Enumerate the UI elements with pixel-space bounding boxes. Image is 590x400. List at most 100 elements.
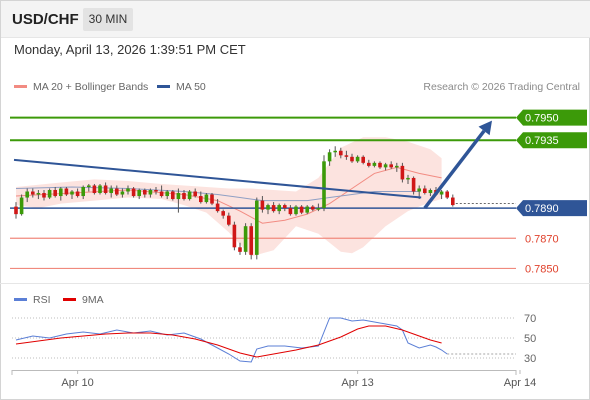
candle-body bbox=[400, 165, 405, 180]
legend-9ma-label: 9MA bbox=[82, 294, 104, 306]
candle-body bbox=[98, 185, 102, 194]
candle-body bbox=[367, 162, 371, 166]
candle-body bbox=[227, 215, 231, 225]
candle-body bbox=[154, 190, 158, 192]
candle-body bbox=[327, 152, 332, 162]
candle-body bbox=[417, 188, 421, 192]
candle-body bbox=[159, 191, 164, 197]
x-tick-label: Apr 10 bbox=[61, 377, 93, 389]
legend-rsi: RSI bbox=[14, 294, 51, 306]
candle-body bbox=[260, 200, 265, 210]
candle-body bbox=[42, 193, 46, 198]
candle-body bbox=[288, 208, 293, 215]
candle-body bbox=[199, 196, 203, 203]
candle-body bbox=[137, 190, 141, 197]
ma20-line bbox=[15, 166, 442, 224]
candle-body bbox=[193, 191, 197, 197]
rsi-tick-label: 30 bbox=[524, 353, 536, 365]
level-label-3: 0.7870 bbox=[525, 233, 559, 245]
rsi-ma-line bbox=[15, 325, 442, 358]
candle-body bbox=[36, 193, 41, 195]
candle-body bbox=[109, 188, 113, 194]
candle-body bbox=[372, 162, 377, 166]
candle-body bbox=[210, 194, 214, 204]
candle-body bbox=[294, 206, 298, 215]
candle-body bbox=[87, 185, 91, 187]
candle-body bbox=[176, 193, 181, 200]
candle-body bbox=[148, 190, 153, 195]
candle-body bbox=[266, 205, 270, 210]
level-tag-0 bbox=[516, 109, 587, 126]
bollinger-swatch bbox=[14, 84, 27, 88]
legend-bollinger: MA 20 + Bollinger Bands bbox=[14, 81, 148, 93]
symbol-title: USD/CHF bbox=[12, 11, 79, 28]
candle-body bbox=[31, 191, 35, 195]
candle-body bbox=[81, 186, 85, 197]
candle-body bbox=[187, 191, 192, 200]
legend-ma50-label: MA 50 bbox=[176, 81, 206, 93]
trendline bbox=[13, 158, 422, 199]
candle-body bbox=[115, 188, 119, 195]
candle-body bbox=[428, 190, 433, 194]
candle-body bbox=[333, 150, 337, 153]
candle-body bbox=[383, 164, 388, 168]
candle-body bbox=[445, 191, 449, 198]
candle-body bbox=[221, 211, 225, 216]
x-tick-label: Apr 13 bbox=[341, 377, 373, 389]
level-label-1: 0.7935 bbox=[525, 135, 559, 147]
candle-body bbox=[103, 185, 108, 194]
candle-body bbox=[64, 188, 69, 195]
rsi-swatch bbox=[14, 297, 27, 301]
candle-body bbox=[59, 188, 63, 197]
candle-body bbox=[277, 205, 281, 212]
candle-body bbox=[204, 194, 209, 203]
candle-body bbox=[255, 200, 259, 255]
candle-body bbox=[344, 155, 349, 157]
candle-body bbox=[411, 177, 416, 192]
legend-9ma: 9MA bbox=[63, 294, 104, 306]
candle-body bbox=[305, 206, 309, 213]
level-label-2: 0.7890 bbox=[525, 203, 559, 215]
candle-body bbox=[243, 226, 248, 252]
candle-body bbox=[406, 177, 410, 180]
chart-header: USD/CHF 30 MIN bbox=[1, 1, 590, 38]
candle-body bbox=[53, 190, 57, 197]
candle-body bbox=[232, 224, 237, 248]
candle-body bbox=[439, 191, 444, 195]
candle-body bbox=[395, 165, 399, 168]
candle-body bbox=[311, 206, 315, 210]
ma50-swatch bbox=[157, 84, 170, 88]
timeframe-badge[interactable]: 30 MIN bbox=[83, 8, 133, 31]
legend-rsi-label: RSI bbox=[33, 294, 51, 306]
projection-arrow-shaft bbox=[423, 129, 486, 210]
ma9-swatch bbox=[63, 297, 76, 301]
timestamp: Monday, April 13, 2026 1:39:51 PM CET bbox=[14, 42, 246, 57]
candle-body bbox=[131, 188, 136, 197]
x-tick-label: Apr 14 bbox=[504, 377, 536, 389]
candle-body bbox=[70, 191, 74, 195]
candle-body bbox=[350, 156, 354, 162]
candle-body bbox=[165, 191, 169, 197]
level-label-4: 0.7850 bbox=[525, 263, 559, 275]
candle-body bbox=[25, 191, 29, 198]
candle-body bbox=[19, 197, 24, 215]
level-tag-1 bbox=[516, 132, 587, 149]
candle-body bbox=[283, 205, 287, 209]
candle-body bbox=[238, 247, 242, 252]
candle-body bbox=[171, 191, 175, 200]
candle-body bbox=[249, 226, 253, 255]
candle-body bbox=[47, 190, 52, 198]
candle-body bbox=[378, 162, 382, 168]
candle-body bbox=[75, 191, 80, 197]
candle-body bbox=[355, 156, 360, 162]
legend-ma50: MA 50 bbox=[157, 81, 206, 93]
bollinger-band-fill bbox=[16, 137, 442, 257]
candle-body bbox=[120, 191, 125, 195]
candle-body bbox=[215, 203, 220, 212]
candle-body bbox=[182, 193, 186, 200]
projection-arrow-head bbox=[478, 120, 492, 136]
candle-body bbox=[451, 197, 455, 206]
rsi-line bbox=[15, 317, 448, 363]
rsi-tick-label: 50 bbox=[524, 333, 536, 345]
